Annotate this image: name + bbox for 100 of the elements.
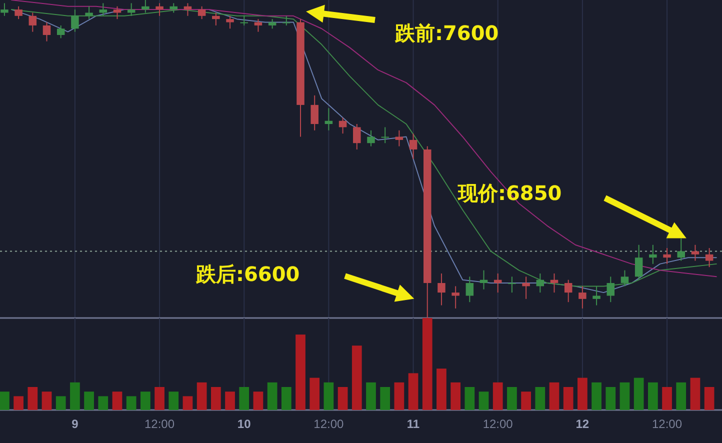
candlestick [677, 238, 685, 262]
candlestick [282, 15, 290, 26]
bar [492, 382, 503, 410]
candlestick [564, 279, 572, 303]
bar [253, 392, 264, 410]
bar [168, 392, 179, 410]
bar [394, 382, 404, 410]
bar [690, 378, 700, 410]
x-tick-label: 12:00 [144, 417, 175, 431]
x-tick-label: 12:00 [652, 417, 682, 431]
candlestick [705, 248, 714, 268]
candlestick [480, 270, 488, 290]
candlestick [113, 6, 122, 20]
candlestick [0, 2, 8, 16]
bar [310, 378, 320, 410]
bar [380, 387, 390, 410]
bar [478, 392, 489, 410]
candlestick [56, 24, 65, 39]
candlestick [649, 244, 657, 264]
candlestick [691, 244, 700, 262]
bar [42, 392, 52, 410]
x-tick-label: 9 [72, 417, 79, 431]
bar [296, 334, 306, 410]
bar [648, 382, 658, 410]
bar [450, 382, 460, 410]
candlestick [578, 286, 586, 309]
candlestick [550, 272, 558, 294]
bar [239, 387, 250, 410]
candlestick [156, 2, 164, 16]
candlestick [395, 130, 404, 147]
candlestick [42, 22, 51, 42]
bar [535, 387, 546, 410]
bar [366, 382, 376, 410]
bar [0, 392, 10, 410]
candlestick [324, 108, 333, 131]
bar [98, 396, 108, 410]
bar [324, 382, 334, 410]
bar [408, 373, 418, 410]
bar [563, 387, 574, 410]
bar [225, 392, 235, 410]
candlestick [254, 18, 262, 32]
candlestick [338, 117, 347, 134]
bar [56, 396, 66, 410]
bar [182, 396, 193, 410]
x-tick-label: 10 [237, 417, 252, 431]
bar [578, 378, 588, 410]
bar [592, 382, 602, 410]
x-tick-label: 12:00 [482, 417, 514, 431]
bar [14, 396, 24, 410]
candlestick [240, 15, 248, 26]
candlestick [494, 272, 502, 294]
bar [70, 382, 80, 410]
bar [210, 387, 221, 410]
candlestick [466, 276, 474, 303]
candlestick [381, 126, 389, 144]
bar [704, 387, 714, 410]
bar [676, 382, 686, 410]
candlestick [268, 18, 276, 30]
bar [154, 387, 164, 410]
bar [634, 378, 644, 410]
candlestick [663, 248, 671, 264]
x-tick-label: 11 [406, 417, 420, 431]
bar [140, 392, 150, 410]
bar [662, 387, 672, 410]
candlestick [184, 2, 192, 16]
candlestick [226, 15, 234, 30]
bar [338, 387, 348, 410]
bar [84, 392, 94, 410]
bar [126, 396, 136, 410]
bar [267, 382, 278, 410]
bar [28, 387, 38, 410]
bar [281, 387, 292, 410]
bar [422, 318, 432, 410]
bar [507, 387, 517, 410]
candlestick [522, 276, 530, 300]
candlestick [508, 276, 516, 294]
candlestick [212, 12, 220, 26]
candlestick [367, 130, 375, 147]
bar [464, 387, 475, 410]
candlestick [310, 94, 318, 131]
candlestick [409, 133, 418, 160]
bar [549, 382, 560, 410]
bar [352, 346, 362, 410]
candlestick [634, 244, 643, 280]
x-tick-label: 12:00 [314, 417, 344, 431]
candlestick [14, 6, 22, 20]
bar [112, 392, 122, 410]
candlestick [28, 12, 37, 32]
candlestick [438, 272, 446, 306]
candlestick [198, 6, 206, 20]
annotation: 跌前:7600 [394, 21, 499, 45]
bar [620, 382, 630, 410]
bar [521, 392, 531, 410]
candlestick [452, 286, 460, 309]
bar [436, 368, 446, 410]
candlestick [353, 124, 361, 150]
x-tick-label: 12 [576, 417, 590, 431]
bar [606, 387, 616, 410]
annotation: 跌后:6600 [195, 262, 300, 286]
bar [196, 382, 207, 410]
